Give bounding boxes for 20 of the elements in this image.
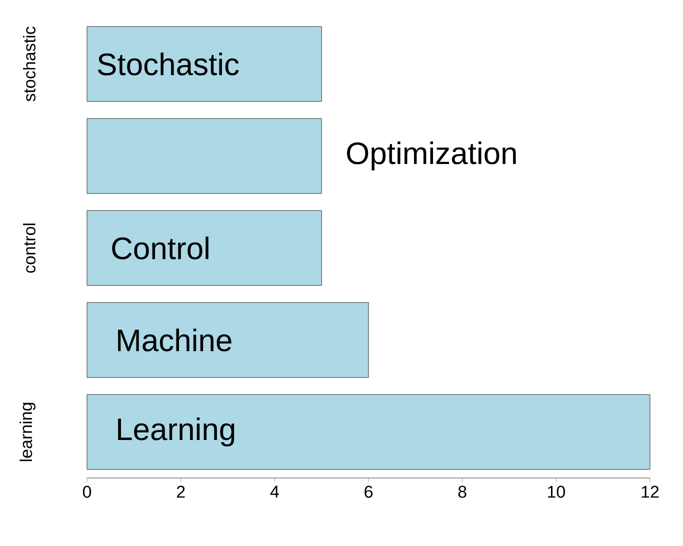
- y-tick-label: control: [22, 224, 36, 273]
- x-tick-label: 6: [364, 486, 372, 498]
- bar: [86, 118, 322, 194]
- x-tick-label: 8: [458, 486, 466, 498]
- annotation: Control: [112, 236, 208, 260]
- x-tick-label: 2: [176, 486, 185, 498]
- annotation: Machine: [118, 328, 232, 352]
- bar: [86, 210, 322, 286]
- bar: [86, 394, 650, 470]
- annotation: Learning: [118, 418, 234, 446]
- x-tick-label: 12: [642, 486, 659, 498]
- x-tick-label: 10: [548, 486, 565, 498]
- x-tick-label: 0: [82, 486, 92, 498]
- x-tick-label: 4: [270, 486, 279, 498]
- annotation: Optimization: [347, 142, 516, 170]
- annotation: Stochastic: [98, 52, 239, 76]
- y-tick-label: learning: [20, 402, 36, 462]
- y-tick-label: stochastic: [22, 26, 36, 102]
- bar: [86, 26, 322, 102]
- bar: [86, 302, 369, 378]
